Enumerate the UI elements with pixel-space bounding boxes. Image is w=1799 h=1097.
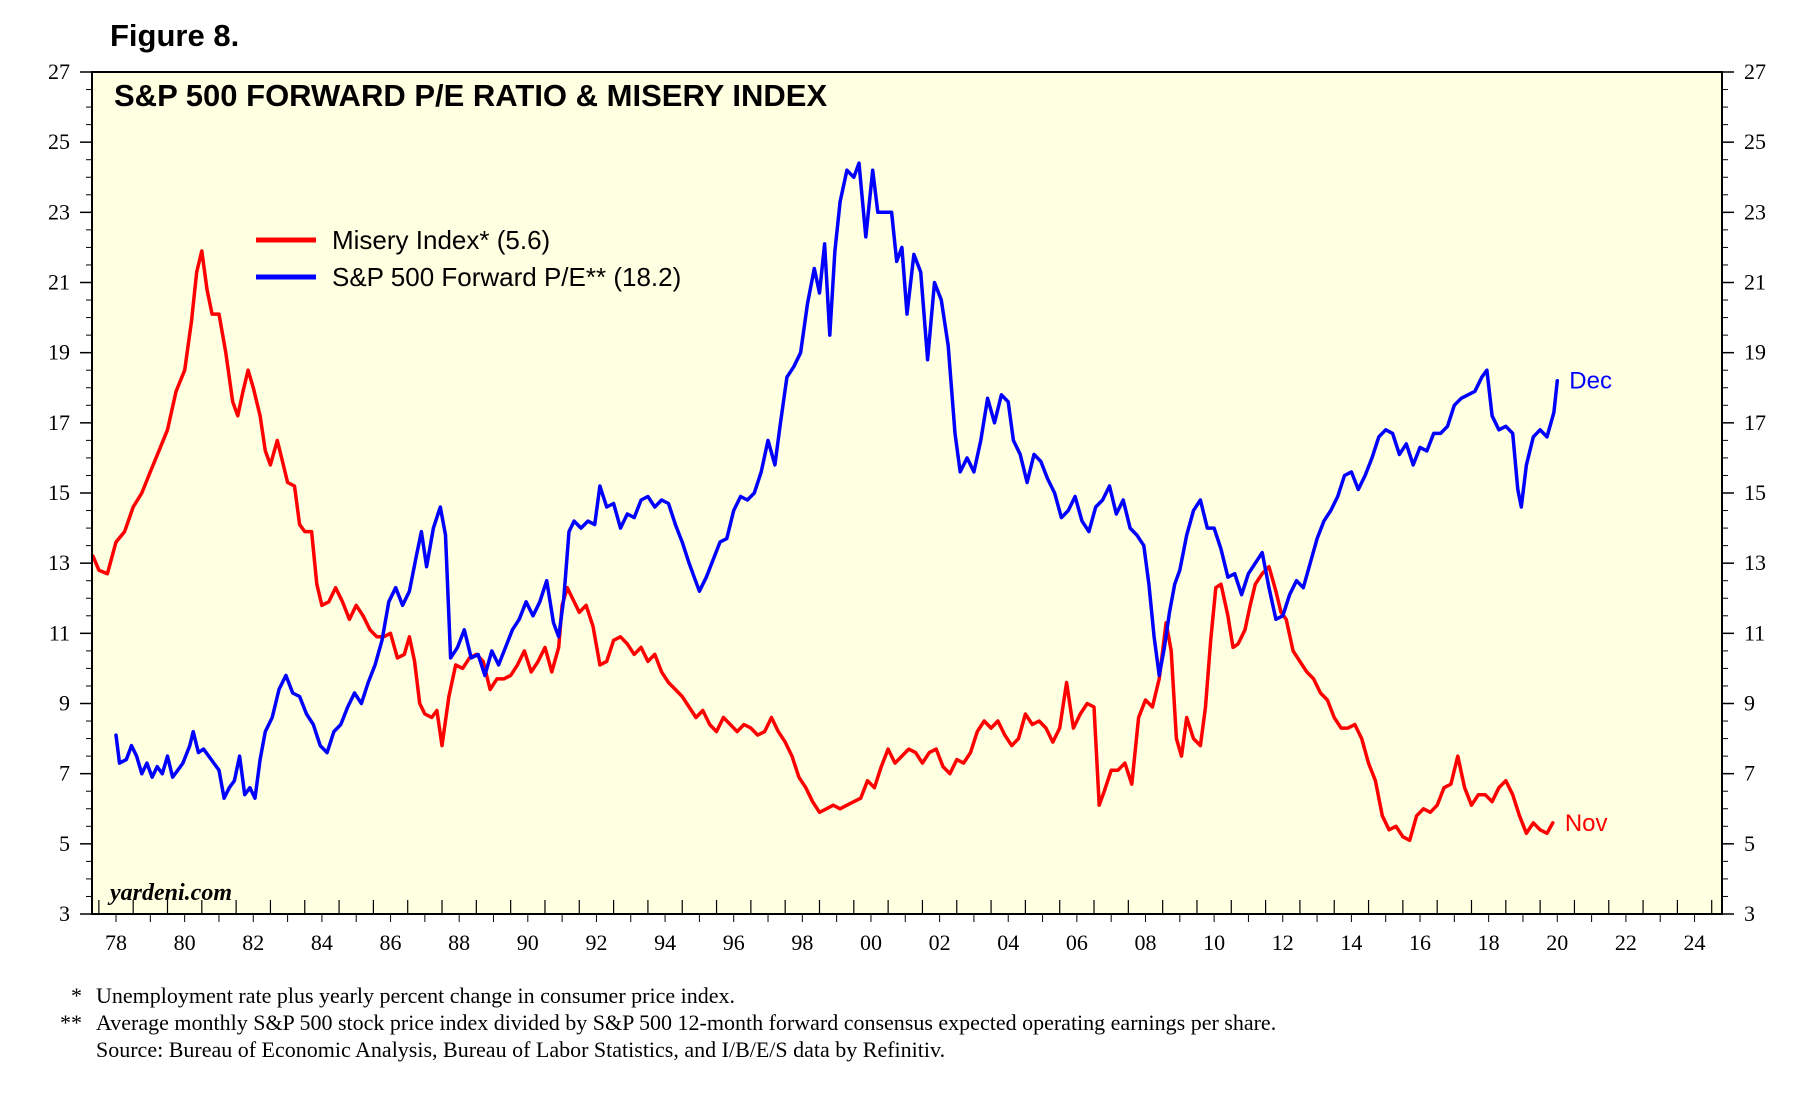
pe-series-line <box>114 161 1560 800</box>
y-tick-label-left: 19 <box>48 340 70 365</box>
x-tick-label: 24 <box>1684 930 1706 955</box>
x-tick-label: 80 <box>174 930 196 955</box>
footnote-2: ** Average monthly S&P 500 stock price i… <box>50 1009 1276 1036</box>
y-tick-label-right: 19 <box>1744 340 1766 365</box>
y-tick-label-left: 15 <box>48 480 70 505</box>
y-tick-label-left: 7 <box>59 761 70 786</box>
x-tick-label: 78 <box>105 930 127 955</box>
x-tick-label: 82 <box>242 930 264 955</box>
y-tick-label-right: 17 <box>1744 410 1766 435</box>
footnote-1: * Unemployment rate plus yearly percent … <box>50 982 1276 1009</box>
x-tick-label: 08 <box>1134 930 1156 955</box>
y-tick-label-left: 13 <box>48 550 70 575</box>
footnote-text: Unemployment rate plus yearly percent ch… <box>96 983 735 1008</box>
y-tick-label-left: 27 <box>48 59 70 84</box>
y-tick-label-left: 3 <box>59 901 70 926</box>
x-tick-label: 14 <box>1340 930 1362 955</box>
x-tick-label: 86 <box>380 930 402 955</box>
watermark: yardeni.com <box>107 880 232 906</box>
y-tick-label-right: 7 <box>1744 761 1755 786</box>
footnote-mark: * <box>71 983 82 1008</box>
x-tick-label: 04 <box>997 930 1019 955</box>
chart-title: S&P 500 FORWARD P/E RATIO & MISERY INDEX <box>114 78 827 113</box>
misery-end-label: Nov <box>1565 810 1608 837</box>
y-tick-label-right: 25 <box>1744 129 1766 154</box>
y-tick-label-left: 21 <box>48 270 70 295</box>
x-tick-label: 96 <box>723 930 745 955</box>
x-tick-label: 10 <box>1203 930 1225 955</box>
y-tick-label-right: 5 <box>1744 831 1755 856</box>
x-tick-label: 02 <box>929 930 951 955</box>
y-tick-label-left: 17 <box>48 410 70 435</box>
x-tick-label: 12 <box>1272 930 1294 955</box>
x-tick-label: 98 <box>791 930 813 955</box>
y-tick-label-left: 23 <box>48 199 70 224</box>
y-tick-label-right: 15 <box>1744 480 1766 505</box>
x-tick-label: 84 <box>311 930 333 955</box>
figure-label: Figure 8. <box>110 18 240 53</box>
y-tick-label-right: 13 <box>1744 550 1766 575</box>
plot-area <box>92 72 1722 914</box>
plot-frame <box>91 71 1723 915</box>
x-tick-label: 00 <box>860 930 882 955</box>
y-tick-label-right: 3 <box>1744 901 1755 926</box>
x-tick-label: 94 <box>654 930 676 955</box>
y-tick-label-right: 21 <box>1744 270 1766 295</box>
source-text: Source: Bureau of Economic Analysis, Bur… <box>96 1037 946 1062</box>
x-tick-label: 20 <box>1546 930 1568 955</box>
y-tick-label-left: 9 <box>59 691 70 716</box>
x-tick-label: 92 <box>585 930 607 955</box>
y-tick-label-right: 23 <box>1744 199 1766 224</box>
x-tick-label: 16 <box>1409 930 1431 955</box>
misery-series-line <box>91 249 1555 843</box>
y-tick-label-right: 11 <box>1744 620 1765 645</box>
legend-label-misery: Misery Index* (5.6) <box>332 225 550 255</box>
y-tick-label-left: 25 <box>48 129 70 154</box>
y-tick-label-left: 5 <box>59 831 70 856</box>
pe-end-label: Dec <box>1569 368 1612 395</box>
footnotes: * Unemployment rate plus yearly percent … <box>50 982 1276 1063</box>
x-tick-label: 22 <box>1615 930 1637 955</box>
y-tick-label-right: 9 <box>1744 691 1755 716</box>
footnote-mark <box>50 1036 96 1063</box>
legend-label-pe: S&P 500 Forward P/E** (18.2) <box>332 262 681 292</box>
x-tick-label: 90 <box>517 930 539 955</box>
footnote-mark: ** <box>60 1010 82 1035</box>
footnote-source: Source: Bureau of Economic Analysis, Bur… <box>50 1036 1276 1063</box>
footnote-text: Average monthly S&P 500 stock price inde… <box>96 1010 1277 1035</box>
y-tick-label-left: 11 <box>49 620 70 645</box>
y-tick-label-right: 27 <box>1744 59 1766 84</box>
x-tick-label: 88 <box>448 930 470 955</box>
x-tick-label: 06 <box>1066 930 1088 955</box>
x-tick-label: 18 <box>1478 930 1500 955</box>
